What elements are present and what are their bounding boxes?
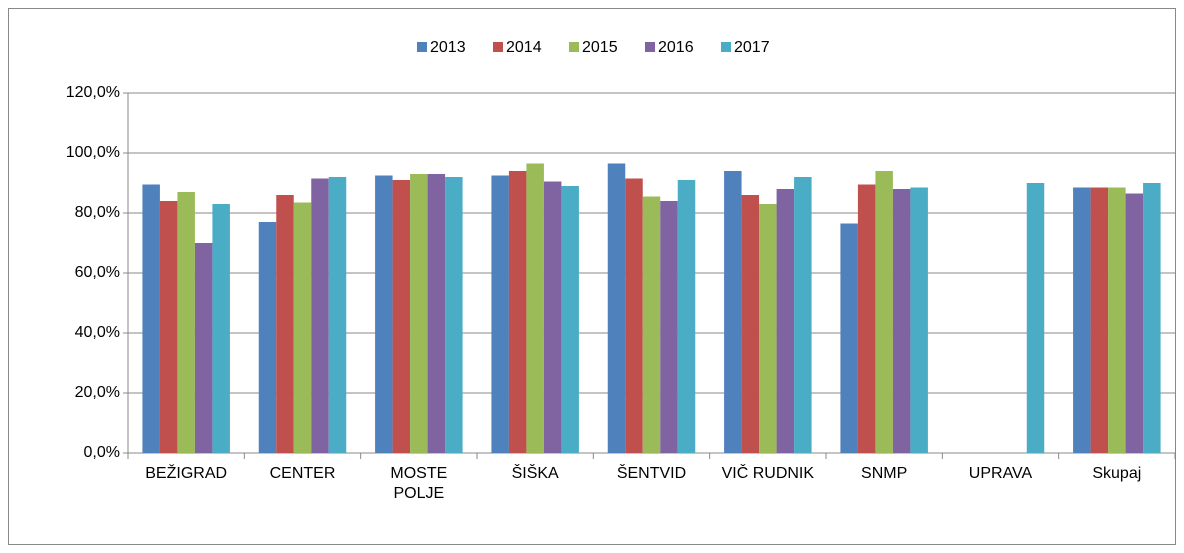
bar xyxy=(159,201,178,453)
y-tick-label: 20,0% xyxy=(75,384,120,401)
bar xyxy=(258,222,277,453)
y-tick-label: 80,0% xyxy=(75,204,120,221)
legend-label: 2015 xyxy=(582,39,618,56)
bar xyxy=(910,187,928,453)
x-tick-label: CENTER xyxy=(269,465,336,482)
bar xyxy=(741,195,760,453)
bar xyxy=(642,196,661,453)
bar xyxy=(875,171,893,453)
x-tick-label: BEŽIGRAD xyxy=(145,465,228,482)
legend-label: 2013 xyxy=(430,39,466,56)
bar xyxy=(328,177,347,453)
bar xyxy=(491,175,509,453)
bar xyxy=(445,177,463,453)
x-tick-label: VIČ RUDNIK xyxy=(721,465,815,482)
legend-swatch xyxy=(493,42,503,52)
bar xyxy=(276,195,294,453)
bar xyxy=(1108,187,1126,453)
y-tick-label: 0,0% xyxy=(84,444,120,461)
bar xyxy=(660,201,678,453)
bar xyxy=(776,189,795,453)
bar xyxy=(625,178,643,453)
bar xyxy=(1026,183,1045,453)
y-tick-label: 120,0% xyxy=(66,84,120,101)
bar xyxy=(194,243,213,453)
bar xyxy=(375,175,393,453)
bar xyxy=(293,202,312,453)
bar xyxy=(724,171,742,453)
bar xyxy=(410,174,428,453)
y-tick-label: 40,0% xyxy=(75,324,120,341)
bar xyxy=(857,184,876,453)
legend-swatch xyxy=(645,42,655,52)
y-tick-label: 60,0% xyxy=(75,264,120,281)
legend-swatch xyxy=(569,42,579,52)
bar xyxy=(392,180,411,453)
legend-swatch xyxy=(721,42,731,52)
bar xyxy=(794,177,812,453)
bar xyxy=(840,223,858,453)
bar xyxy=(892,189,911,453)
y-tick-label: 100,0% xyxy=(66,144,120,161)
bar xyxy=(1073,187,1091,453)
x-tick-label: UPRAVA xyxy=(968,465,1033,482)
bar xyxy=(607,163,626,453)
x-tick-label: Skupaj xyxy=(1092,465,1142,482)
bar xyxy=(677,180,696,453)
bar xyxy=(427,174,446,453)
bar xyxy=(526,163,544,453)
bar xyxy=(212,204,230,453)
bar xyxy=(1125,193,1144,453)
legend-label: 2014 xyxy=(506,39,542,56)
bar xyxy=(177,192,195,453)
legend-label: 2017 xyxy=(734,39,770,56)
bar xyxy=(543,181,562,453)
x-tick-label: MOSTE POLJE xyxy=(390,465,448,502)
bar xyxy=(1143,183,1161,453)
bar xyxy=(508,171,527,453)
legend-label: 2016 xyxy=(658,39,694,56)
x-tick-label: ŠIŠKA xyxy=(511,465,559,482)
bar xyxy=(1090,187,1109,453)
legend-swatch xyxy=(417,42,427,52)
x-tick-label: ŠENTVID xyxy=(616,465,687,482)
bar xyxy=(561,186,579,453)
bar xyxy=(311,178,329,453)
bar xyxy=(759,204,777,453)
x-tick-label: SNMP xyxy=(861,465,908,482)
bar xyxy=(142,184,160,453)
